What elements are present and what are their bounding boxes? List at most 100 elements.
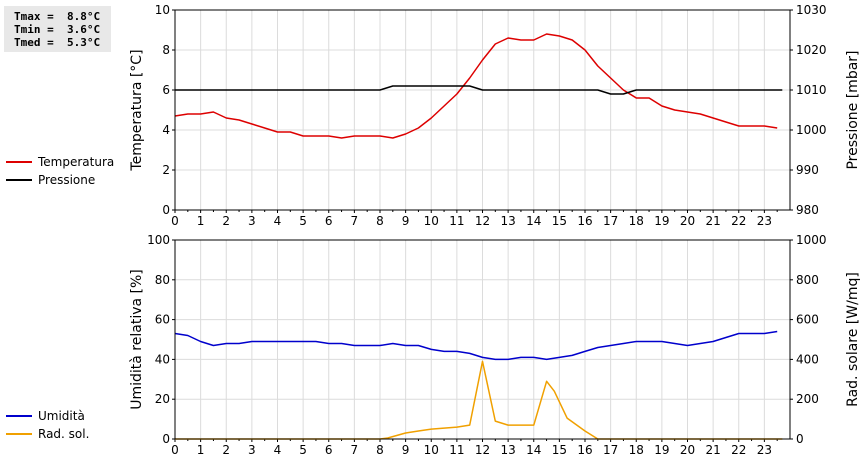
y-right-tick-label: 1010	[796, 83, 827, 97]
legend-item-temperatura: Temperatura	[6, 153, 114, 171]
x-tick-label: 9	[402, 443, 410, 457]
tmin-text: Tmin = 3.6°C	[14, 23, 101, 36]
y-right-tick-label: 1000	[796, 233, 827, 247]
x-tick-label: 9	[402, 214, 410, 228]
y-left-tick-label: 80	[155, 273, 170, 287]
x-tick-label: 13	[500, 214, 515, 228]
x-tick-label: 3	[248, 443, 256, 457]
x-tick-label: 22	[731, 443, 746, 457]
legend-top: Temperatura Pressione	[6, 153, 114, 189]
x-tick-label: 7	[351, 214, 359, 228]
x-tick-label: 21	[705, 214, 720, 228]
y-right-tick-label: 980	[796, 203, 819, 217]
x-tick-label: 4	[274, 443, 282, 457]
y-right-tick-label: 1020	[796, 43, 827, 57]
x-tick-label: 0	[171, 443, 179, 457]
y-left-tick-label: 40	[155, 352, 170, 366]
series-line-pressione	[175, 85, 783, 95]
legend-swatch	[6, 415, 32, 417]
y-left-tick-label: 2	[162, 163, 170, 177]
y-left-tick-label: 20	[155, 392, 170, 406]
x-tick-label: 12	[475, 443, 490, 457]
x-tick-label: 6	[325, 214, 333, 228]
legend-swatch	[6, 179, 32, 181]
y-right-tick-label: 1030	[796, 3, 827, 17]
tmed-text: Tmed = 5.3°C	[14, 36, 101, 49]
x-tick-label: 15	[552, 214, 567, 228]
y-left-tick-label: 6	[162, 83, 170, 97]
x-tick-label: 8	[376, 443, 384, 457]
legend-label: Umidità	[38, 409, 85, 423]
x-tick-label: 17	[603, 443, 618, 457]
x-tick-label: 1	[197, 443, 205, 457]
x-tick-label: 2	[222, 443, 230, 457]
x-tick-label: 15	[552, 443, 567, 457]
x-tick-label: 18	[629, 214, 644, 228]
x-tick-label: 5	[299, 214, 307, 228]
x-tick-label: 14	[526, 214, 541, 228]
x-tick-label: 14	[526, 443, 541, 457]
x-tick-label: 3	[248, 214, 256, 228]
x-tick-label: 11	[449, 214, 464, 228]
x-tick-label: 11	[449, 443, 464, 457]
x-tick-label: 19	[654, 214, 669, 228]
plot-frame	[174, 239, 791, 440]
y-left-tick-label: 10	[155, 3, 170, 17]
y-right-axis-title: Pressione [mbar]	[845, 50, 860, 169]
y-right-tick-label: 600	[796, 313, 819, 327]
x-tick-label: 13	[500, 443, 515, 457]
stats-box: Tmax = 8.8°C Tmin = 3.6°C Tmed = 5.3°C	[4, 6, 111, 52]
x-tick-label: 23	[757, 443, 772, 457]
x-tick-label: 23	[757, 214, 772, 228]
x-tick-label: 22	[731, 214, 746, 228]
x-tick-label: 16	[577, 214, 592, 228]
x-tick-label: 19	[654, 443, 669, 457]
y-left-tick-label: 60	[155, 313, 170, 327]
legend-bottom: Umidità Rad. sol.	[6, 407, 89, 443]
x-tick-label: 1	[197, 214, 205, 228]
x-tick-label: 12	[475, 214, 490, 228]
x-tick-label: 10	[424, 214, 439, 228]
y-left-axis-title: Temperatura [°C]	[129, 49, 145, 171]
legend-swatch	[6, 433, 32, 435]
legend-swatch	[6, 161, 32, 163]
y-left-tick-label: 0	[162, 203, 170, 217]
legend-item-umidita: Umidità	[6, 407, 89, 425]
y-left-tick-label: 100	[147, 233, 170, 247]
legend-label: Pressione	[38, 173, 96, 187]
x-tick-label: 0	[171, 214, 179, 228]
series-line-umidit	[174, 330, 778, 361]
x-tick-label: 18	[629, 443, 644, 457]
series-line-temperatura	[174, 33, 778, 139]
x-tick-label: 10	[424, 443, 439, 457]
x-tick-label: 20	[680, 214, 695, 228]
y-left-tick-label: 8	[162, 43, 170, 57]
y-right-tick-label: 400	[796, 352, 819, 366]
x-tick-label: 4	[274, 214, 282, 228]
x-tick-label: 17	[603, 214, 618, 228]
legend-label: Rad. sol.	[38, 427, 90, 441]
y-right-axis-title: Rad. solare [W/mq]	[845, 272, 860, 407]
y-right-tick-label: 800	[796, 273, 819, 287]
y-left-tick-label: 4	[162, 123, 170, 137]
y-right-tick-label: 1000	[796, 123, 827, 137]
legend-label: Temperatura	[38, 155, 115, 169]
y-right-tick-label: 990	[796, 163, 819, 177]
x-tick-label: 5	[299, 443, 307, 457]
x-tick-label: 16	[577, 443, 592, 457]
legend-item-rad-sol: Rad. sol.	[6, 425, 89, 443]
x-tick-label: 8	[376, 214, 384, 228]
y-left-tick-label: 0	[162, 432, 170, 446]
x-tick-label: 6	[325, 443, 333, 457]
plot-frame	[174, 9, 791, 211]
x-tick-label: 2	[222, 214, 230, 228]
x-tick-label: 20	[680, 443, 695, 457]
tmax-text: Tmax = 8.8°C	[14, 10, 101, 23]
y-left-axis-title: Umidità relativa [%]	[129, 269, 145, 410]
legend-item-pressione: Pressione	[6, 171, 114, 189]
y-right-tick-label: 200	[796, 392, 819, 406]
x-tick-label: 21	[705, 443, 720, 457]
y-right-tick-label: 0	[796, 432, 804, 446]
x-tick-label: 7	[351, 443, 359, 457]
